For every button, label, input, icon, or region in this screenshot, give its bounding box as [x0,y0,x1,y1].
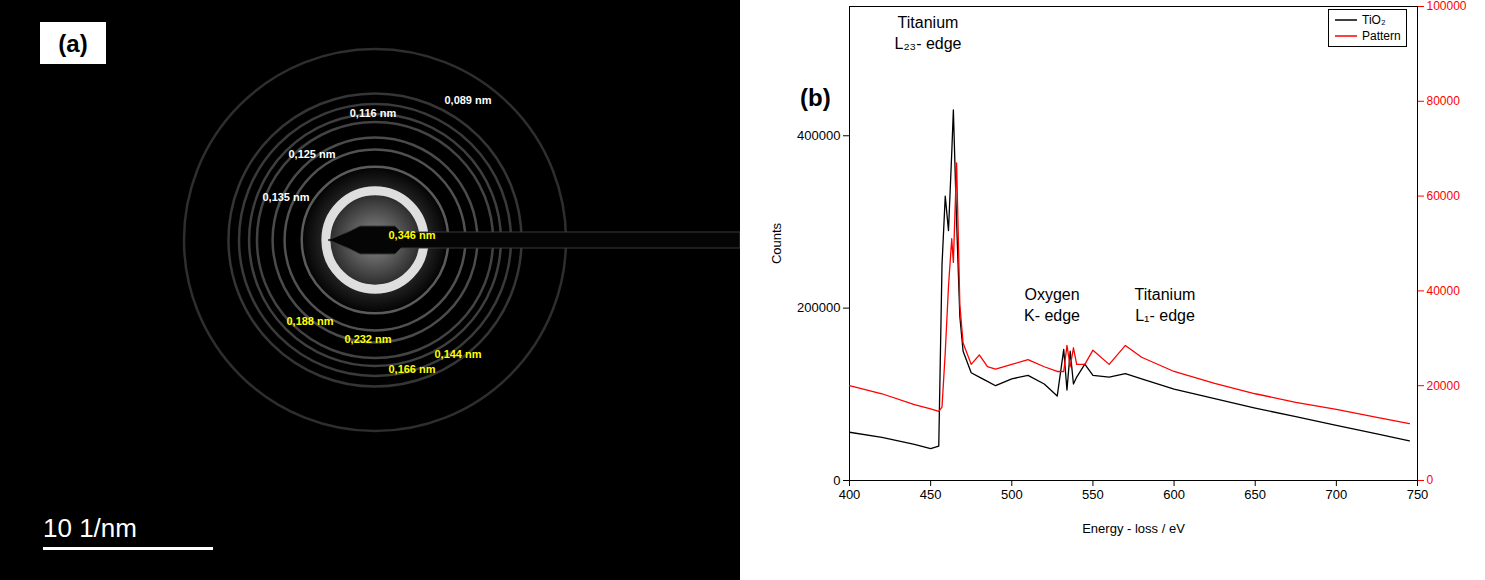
svg-text:80000: 80000 [1427,94,1461,108]
svg-text:0,125 nm: 0,125 nm [288,148,335,160]
html-text:Oxygen K- edge: Oxygen K- edge [1024,286,1080,324]
svg-text:40000: 40000 [1427,284,1461,298]
svg-text:500: 500 [1001,487,1023,502]
svg-text:0,232 nm: 0,232 nm [344,333,391,345]
svg-text:0,346 nm: 0,346 nm [388,229,435,241]
html-text:(b): (b) [800,84,831,111]
html-text:Titanium L₁- edge: Titanium L₁- edge [1134,286,1196,324]
svg-text:Counts: Counts [769,222,784,264]
html-text:TiO₂: TiO₂ [1362,13,1386,27]
svg-text:(a): (a) [58,30,87,57]
svg-text:550: 550 [1082,487,1104,502]
svg-text:650: 650 [1244,487,1266,502]
svg-text:200000: 200000 [797,300,840,315]
svg-text:400000: 400000 [797,128,840,143]
svg-text:600: 600 [1163,487,1185,502]
svg-text:20000: 20000 [1427,379,1461,393]
html-text:Titanium L₂₃- edge: Titanium L₂₃- edge [894,14,962,52]
svg-text:0: 0 [833,473,840,488]
svg-text:0: 0 [1427,473,1434,487]
svg-text:0,089 nm: 0,089 nm [444,94,491,106]
svg-text:100000: 100000 [1427,0,1467,13]
svg-text:0,135 nm: 0,135 nm [262,191,309,203]
html-text:Pattern: Pattern [1362,29,1401,43]
svg-text:0,166 nm: 0,166 nm [388,363,435,375]
svg-text:60000: 60000 [1427,189,1461,203]
svg-text:750: 750 [1407,487,1429,502]
svg-text:400: 400 [839,487,861,502]
svg-text:0,188 nm: 0,188 nm [286,315,333,327]
svg-text:10 1/nm: 10 1/nm [43,513,137,543]
svg-text:Energy - loss / eV: Energy - loss / eV [1082,521,1185,536]
svg-text:0,144 nm: 0,144 nm [434,348,481,360]
svg-text:0,116 nm: 0,116 nm [350,107,397,119]
svg-text:700: 700 [1326,487,1348,502]
svg-text:450: 450 [920,487,942,502]
